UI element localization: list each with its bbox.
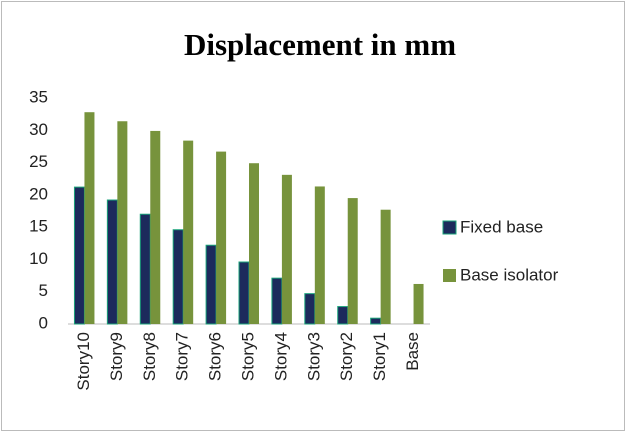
bar — [117, 121, 128, 324]
x-tick-label: Story6 — [206, 332, 225, 381]
bar — [139, 213, 151, 325]
y-tick-label: 0 — [39, 313, 48, 332]
bar — [84, 112, 95, 324]
bar — [304, 293, 316, 325]
bar — [73, 186, 85, 325]
bar — [238, 261, 250, 325]
bar — [380, 209, 391, 324]
chart-title: Displacement in mm — [184, 27, 456, 62]
y-tick-label: 10 — [29, 249, 48, 268]
x-tick-label: Story10 — [74, 332, 93, 391]
bar — [370, 317, 382, 325]
bar — [183, 140, 194, 324]
x-tick-label: Story7 — [173, 332, 192, 381]
x-tick-label: Story4 — [271, 332, 290, 381]
bar — [347, 198, 358, 324]
bar — [216, 151, 227, 324]
bar — [205, 244, 217, 325]
legend-marker — [442, 220, 457, 235]
x-tick-label: Story1 — [370, 332, 389, 381]
bar — [413, 283, 424, 324]
y-tick-label: 15 — [29, 217, 48, 236]
bar — [314, 186, 325, 324]
bar — [337, 306, 349, 325]
y-tick-label: 20 — [29, 184, 48, 203]
y-tick-label: 30 — [29, 120, 48, 139]
legend-marker — [443, 269, 456, 282]
legend-label: Fixed base — [460, 217, 543, 236]
bar — [271, 277, 283, 325]
bar — [106, 199, 118, 325]
x-tick-label: Story2 — [337, 332, 356, 381]
x-tick-label: Story3 — [304, 332, 323, 381]
bar — [172, 229, 184, 325]
x-tick-label: Story5 — [238, 332, 257, 381]
legend-label: Base isolator — [460, 265, 559, 284]
y-tick-label: 35 — [29, 87, 48, 106]
x-tick-label: Story8 — [140, 332, 159, 381]
x-tick-label: Story9 — [107, 332, 126, 381]
x-tick-label: Base — [403, 332, 422, 371]
y-tick-label: 25 — [29, 152, 48, 171]
bar — [281, 174, 292, 324]
bar — [249, 163, 259, 324]
y-tick-label: 5 — [39, 281, 48, 300]
bar — [150, 130, 161, 324]
